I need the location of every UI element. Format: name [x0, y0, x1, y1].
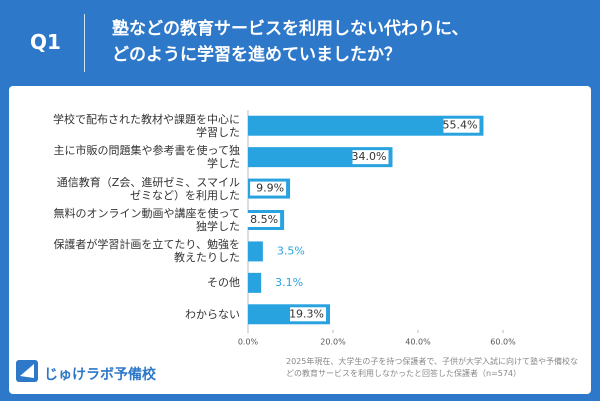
- label-bg: [290, 307, 327, 322]
- question-line: どのように学習を進めていましたか？: [112, 45, 401, 65]
- value-label: 19.3%: [289, 307, 324, 320]
- question-line: 塾などの教育サービスを利用しない代わりに、: [112, 19, 469, 39]
- bar: [248, 241, 263, 262]
- question: 塾などの教育サービスを利用しない代わりに、 どのように学習を進めていましたか？: [112, 16, 469, 68]
- question-label: Q1: [30, 30, 61, 54]
- logo: じゅけラボ予備校: [44, 367, 156, 383]
- category-label: その他: [207, 276, 240, 290]
- bar: [248, 272, 262, 293]
- label-bg: [352, 150, 389, 165]
- value-label: 34.0%: [352, 150, 387, 163]
- value-label: 8.5%: [250, 213, 278, 226]
- category-label: 保護者が学習計画を立てたり、勉強を教えたりした: [53, 238, 240, 265]
- x-tick-label: 60.0%: [490, 338, 516, 347]
- category-label: 通信教育（Z会、進研ゼミ、スマイルゼミなど）を利用した: [56, 175, 240, 202]
- category-label: わからない: [185, 307, 240, 321]
- value-label: 3.5%: [277, 244, 305, 257]
- footnote: 2025年現在、大学生の子を持つ保護者で、子供が大学入試に向けて塾や予備校などの…: [286, 357, 579, 378]
- divider: [84, 14, 85, 72]
- label-bg: [443, 118, 480, 133]
- value-label: 3.1%: [275, 276, 303, 289]
- label-bg: [244, 213, 281, 227]
- logo-icon: [16, 360, 38, 382]
- x-tick-label: 20.0%: [320, 338, 346, 347]
- x-tick-label: 0.0%: [238, 338, 259, 347]
- bar: [248, 115, 484, 136]
- category-label: 学校で配布された教材や課題を中心に学習した: [53, 112, 240, 139]
- card: [9, 86, 591, 394]
- category-label: 主に市販の問題集や参考書を使って独学した: [53, 144, 240, 171]
- value-label: 55.4%: [442, 119, 477, 132]
- category-label: 無料のオンライン動画や講座を使って独学した: [53, 207, 240, 233]
- value-label: 9.9%: [256, 182, 284, 195]
- label-bg: [250, 181, 287, 196]
- x-tick-label: 40.0%: [405, 338, 431, 347]
